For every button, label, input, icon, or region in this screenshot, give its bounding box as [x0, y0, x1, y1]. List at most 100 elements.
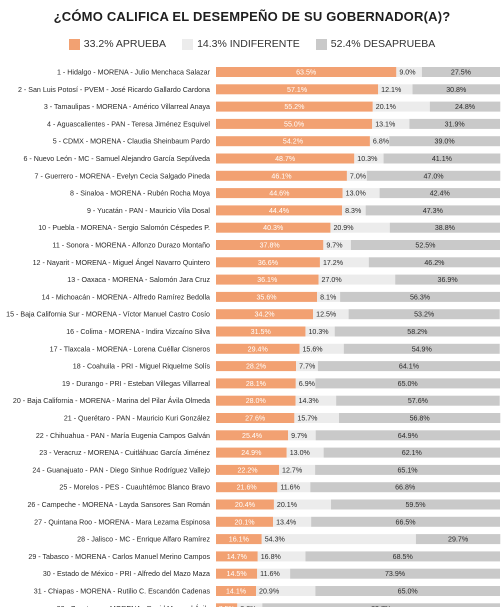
bar-aprueba	[216, 67, 397, 77]
bar-aprueba	[216, 222, 331, 233]
value-label-indiferente: 9.7%	[291, 432, 308, 440]
value-label-aprueba: 35.6%	[256, 293, 277, 301]
bar-indiferente	[299, 343, 344, 354]
legend-entry-desaprueba: 52.4% DESAPRUEBA	[315, 38, 435, 50]
category-label: 24 - Guanajuato - PAN - Diego Sinhue Rod…	[32, 466, 210, 474]
category-label: 20 - Baja California - MORENA - Marina d…	[13, 396, 210, 405]
category-label: 10 - Puebla - MORENA - Sergio Salomón Cé…	[38, 224, 210, 232]
bar-desaprueba	[429, 101, 501, 112]
bar-desaprueba	[315, 586, 500, 596]
value-label-desaprueba: 27.5%	[451, 69, 472, 77]
value-label-aprueba: 28.2%	[246, 363, 267, 371]
value-label-desaprueba: 47.0%	[423, 172, 444, 180]
value-label-desaprueba: 65.0%	[398, 380, 419, 388]
bar-aprueba	[216, 84, 379, 95]
value-label-indiferente: 13.0%	[346, 190, 367, 198]
category-label: 27 - Quintana Roo - MORENA - Mara Lezama…	[34, 518, 210, 526]
value-label-aprueba: 48.7%	[275, 155, 296, 163]
bar-indiferente	[273, 499, 332, 510]
bar-indiferente	[279, 464, 316, 475]
value-label-aprueba: 28.1%	[246, 380, 267, 388]
bar-indiferente	[257, 568, 291, 579]
category-label: 7 - Guerrero - MORENA - Evelyn Cecia Sal…	[35, 172, 211, 180]
bar-desaprueba	[379, 188, 500, 199]
bar-aprueba	[216, 603, 238, 607]
bar-indiferente	[286, 447, 324, 458]
bar-desaprueba	[409, 118, 500, 129]
value-label-desaprueba: 66.8%	[395, 484, 416, 492]
value-label-aprueba: 14.7%	[227, 553, 248, 561]
category-label: 28 - Jalisco - MC - Enrique Alfaro Ramír…	[77, 536, 210, 544]
bar-desaprueba	[311, 516, 500, 527]
value-label-indiferente: 6.9%	[299, 380, 316, 388]
bar-aprueba	[216, 101, 373, 112]
category-label: 16 - Colima - MORENA - Indira Vizcaíno S…	[66, 328, 210, 336]
value-label-indiferente: 10.3%	[357, 155, 378, 163]
category-label: 15 - Baja California Sur - MORENA - Víct…	[6, 311, 210, 319]
value-label-indiferente: 54.3%	[265, 536, 286, 544]
bar-indiferente	[296, 361, 318, 372]
bar-indiferente	[342, 205, 366, 216]
value-label-aprueba: 14.1%	[226, 588, 247, 596]
value-label-desaprueba: 52.5%	[415, 242, 436, 250]
value-label-indiferente: 8.3%	[345, 207, 362, 215]
value-label-desaprueba: 30.8%	[446, 86, 467, 94]
value-label-indiferente: 15.6%	[302, 345, 323, 353]
value-label-indiferente: 12.1%	[381, 86, 402, 94]
bar-indiferente	[257, 551, 306, 562]
value-label-indiferente: 12.5%	[316, 311, 337, 319]
bar-desaprueba	[368, 257, 500, 268]
value-label-aprueba: 24.9%	[241, 449, 262, 457]
value-label-desaprueba: 29.7%	[448, 536, 469, 544]
value-label-indiferente: 14.3%	[299, 397, 320, 405]
bar-desaprueba	[338, 413, 501, 423]
bar-desaprueba	[290, 568, 500, 579]
bar-aprueba	[216, 568, 258, 579]
value-label-indiferente: 11.6%	[280, 484, 300, 492]
bar-desaprueba	[262, 603, 500, 607]
bar-aprueba	[216, 586, 257, 596]
value-label-desaprueba: 56.8%	[410, 415, 431, 423]
category-label: 23 - Veracruz - MORENA - Cuitláhuac Garc…	[39, 449, 210, 457]
bar-indiferente	[294, 413, 339, 423]
value-label-desaprueba: 41.1%	[432, 155, 453, 163]
value-label-desaprueba: 65.0%	[398, 588, 419, 596]
bar-aprueba	[216, 361, 297, 372]
value-label-desaprueba: 66.5%	[396, 518, 417, 526]
value-label-indiferente: 8.8%	[240, 605, 257, 607]
bar-indiferente	[288, 430, 316, 441]
bar-indiferente	[323, 240, 351, 250]
bar-desaprueba	[365, 205, 500, 216]
bar-indiferente	[295, 395, 337, 406]
bar-indiferente	[256, 586, 316, 596]
value-label-indiferente: 9.0%	[399, 69, 416, 77]
bar-aprueba	[216, 170, 347, 181]
bar-aprueba	[216, 257, 320, 268]
value-label-desaprueba: 58.2%	[407, 328, 428, 336]
legend-entry-aprueba: 33.2% APRUEBA	[68, 38, 166, 50]
bar-aprueba	[216, 153, 355, 164]
value-label-desaprueba: 31.9%	[445, 120, 466, 128]
value-label-desaprueba: 47.3%	[423, 207, 444, 215]
category-label: 31 - Chiapas - MORENA - Rutilio C. Escan…	[34, 588, 211, 596]
value-label-aprueba: 55.0%	[284, 120, 305, 128]
category-label: 13 - Oaxaca - MORENA - Salomón Jara Cruz	[67, 276, 210, 284]
bar-desaprueba	[317, 361, 500, 372]
bar-indiferente	[372, 118, 410, 129]
bar-desaprueba	[334, 326, 500, 337]
value-label-aprueba: 44.6%	[269, 190, 290, 198]
bar-aprueba	[216, 274, 319, 285]
value-label-aprueba: 37.8%	[260, 242, 281, 250]
value-label-desaprueba: 68.5%	[393, 553, 414, 561]
value-label-aprueba: 28.0%	[246, 397, 267, 405]
legend: 33.2% APRUEBA 14.3% INDIFERENTE 52.4% DE…	[0, 38, 504, 50]
category-label: 2 - San Luis Potosí - PVEM - José Ricard…	[18, 86, 210, 94]
bar-desaprueba	[310, 482, 500, 493]
bar-indiferente	[372, 101, 430, 112]
value-label-desaprueba: 42.4%	[430, 190, 451, 198]
value-label-aprueba: 40.3%	[263, 224, 284, 232]
category-label: 9 - Yucatán - PAN - Mauricio Vila Dosal	[87, 207, 210, 215]
value-label-aprueba: 57.1%	[287, 86, 308, 94]
legend-swatch-indiferente	[182, 38, 194, 50]
